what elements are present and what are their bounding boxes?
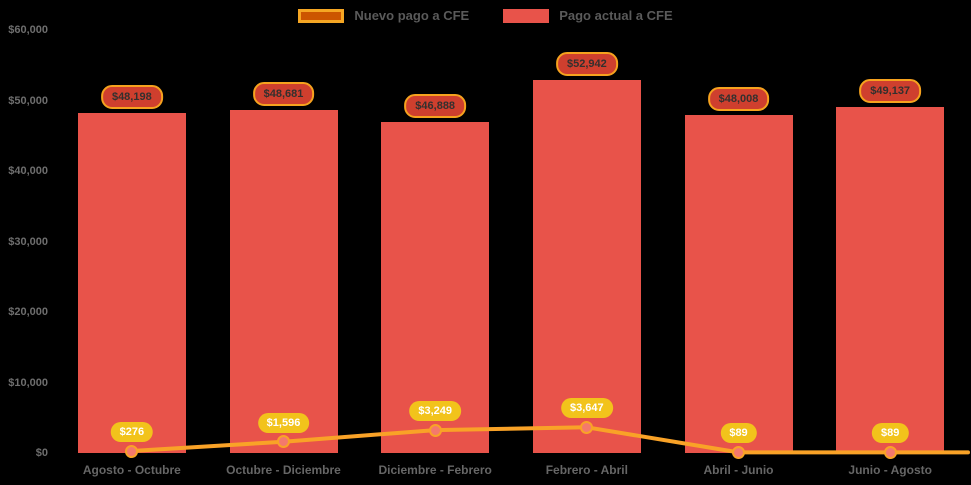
- line-marker[interactable]: [125, 444, 139, 458]
- x-axis-label: Abril - Junio: [703, 463, 774, 477]
- legend-label-pago-actual: Pago actual a CFE: [559, 8, 673, 23]
- y-axis-label: $0: [35, 447, 48, 459]
- bar-value-badge: $48,198: [100, 85, 163, 110]
- line-marker[interactable]: [883, 445, 897, 459]
- line-value-badge: $1,596: [257, 412, 310, 433]
- legend-swatch-pago-actual-icon: [503, 8, 550, 23]
- y-axis-label: $30,000: [8, 235, 48, 248]
- bar[interactable]: [77, 113, 186, 453]
- y-axis-label: $50,000: [8, 94, 48, 107]
- line-marker[interactable]: [428, 423, 442, 437]
- bar[interactable]: [381, 122, 490, 453]
- line-value-badge: $3,647: [561, 398, 613, 419]
- line-value-badge: $89: [871, 423, 909, 444]
- line-value-badge: $276: [110, 422, 154, 443]
- y-axis-label: $40,000: [8, 165, 48, 177]
- y-axis-label: $20,000: [8, 306, 48, 318]
- chart-legend: Nuevo pago a CFE Pago actual a CFE: [0, 8, 971, 23]
- bar[interactable]: [836, 106, 945, 453]
- bar[interactable]: [532, 79, 641, 453]
- bar[interactable]: [684, 114, 793, 453]
- bar-value-badge: $52,942: [555, 51, 618, 76]
- x-axis-label: Octubre - Diciembre: [226, 463, 341, 477]
- x-axis-label: Agosto - Octubre: [82, 463, 181, 477]
- bar-value-badge: $49,137: [859, 78, 922, 103]
- y-axis-label: $60,000: [8, 24, 48, 36]
- x-axis-label: Junio - Agosto: [848, 463, 932, 477]
- x-axis-label: Diciembre - Febrero: [378, 463, 492, 477]
- bar-value-badge: $48,681: [252, 81, 315, 106]
- legend-swatch-nuevo-pago-icon: [298, 8, 345, 23]
- bar-value-badge: $46,888: [404, 94, 467, 119]
- bar-value-badge: $48,008: [707, 86, 770, 111]
- legend-label-nuevo-pago: Nuevo pago a CFE: [354, 8, 470, 23]
- line-value-badge: $89: [720, 423, 757, 444]
- y-axis-label: $10,000: [8, 376, 48, 389]
- line-marker[interactable]: [732, 445, 745, 459]
- bar[interactable]: [229, 109, 338, 453]
- line-value-badge: $3,249: [409, 401, 461, 422]
- legend-item-nuevo-pago[interactable]: Nuevo pago a CFE: [298, 8, 469, 23]
- legend-item-pago-actual[interactable]: Pago actual a CFE: [503, 8, 673, 23]
- x-axis-label: Febrero - Abril: [545, 463, 628, 477]
